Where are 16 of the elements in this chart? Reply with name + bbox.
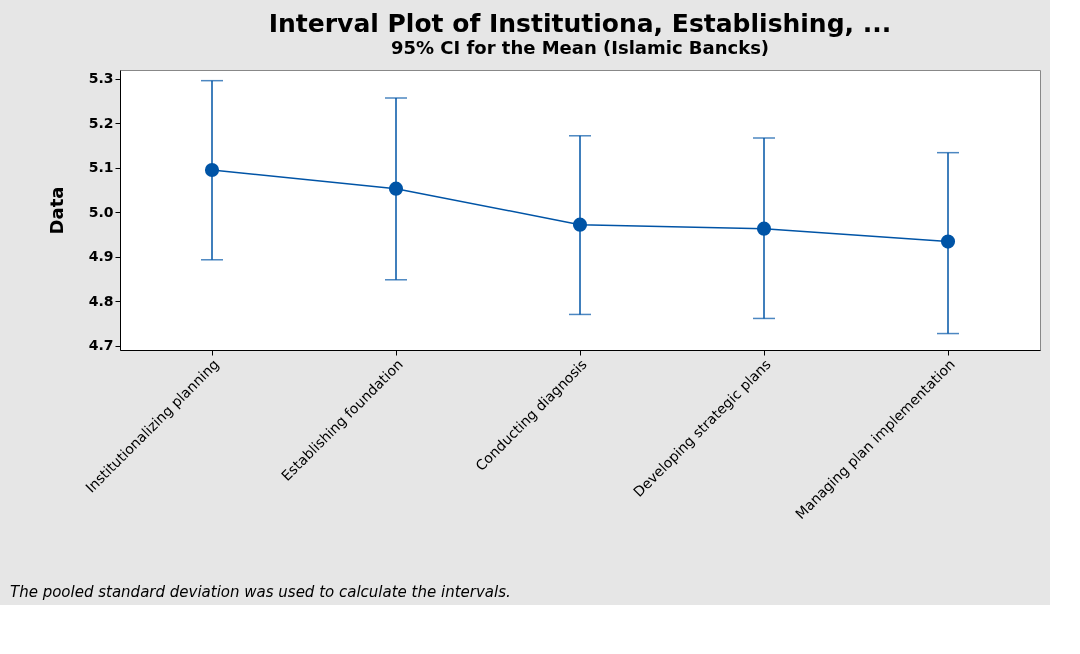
point — [940, 234, 956, 249]
point — [572, 217, 588, 232]
point — [204, 162, 220, 178]
y-tick-label: 4.9 — [88, 248, 114, 265]
y-tick-label: 5.3 — [88, 70, 114, 87]
point — [756, 221, 772, 236]
y-tick-label: 5.0 — [88, 203, 114, 220]
chart-subtitle: 95% CI for the Mean (Islamic Bancks) — [390, 37, 770, 58]
y-tick-label: 4.8 — [88, 292, 114, 309]
y-tick-label: 4.7 — [88, 337, 114, 354]
point — [388, 181, 404, 196]
y-tick-label: 5.1 — [88, 159, 114, 176]
y-tick-label: 5.2 — [88, 114, 114, 131]
chart-title: Interval Plot of Institutiona, Establishing, ... — [268, 9, 892, 38]
y-axis-title: Data — [45, 186, 67, 235]
text: The pooled standard deviation was used to calculate the intervals. — [10, 583, 511, 601]
